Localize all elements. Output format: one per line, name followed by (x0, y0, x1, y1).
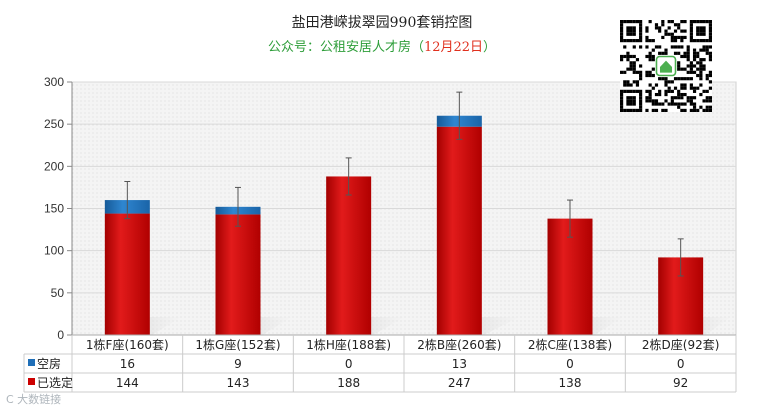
y-tick-label: 150 (44, 202, 64, 216)
subtitle-date: 12月22日 (423, 40, 484, 55)
data-label: 13 (452, 357, 467, 371)
y-tick-label: 100 (44, 244, 64, 258)
y-tick-label: 0 (57, 328, 64, 342)
data-label: 16 (120, 357, 135, 371)
y-tick-label: 200 (44, 159, 64, 173)
data-label: 0 (677, 357, 685, 371)
y-tick-label: 300 (44, 75, 64, 89)
bar-selected (104, 213, 150, 335)
legend-label: 空房 (37, 356, 61, 371)
x-tick-label: 1栋G座(152套) (195, 337, 280, 352)
x-tick-label: 2栋D座(92套) (642, 337, 720, 352)
data-label: 143 (227, 376, 250, 390)
data-label: 144 (116, 376, 139, 390)
data-label: 0 (345, 357, 353, 371)
legend-label: 已选定 (37, 375, 73, 390)
bar-selected (436, 126, 482, 336)
chart-title: 盐田港嵘拔翠园990套销控图 (291, 15, 473, 31)
bar-selected (547, 218, 593, 335)
data-label: 138 (559, 376, 582, 390)
data-table: 1栋F座(160套) 1栋G座(152套) 1栋H座(188套) 2栋B座(260套)… (23, 334, 737, 393)
legend-swatch (28, 359, 35, 366)
data-label: 247 (448, 376, 471, 390)
plot-area: 0 50 100 150 200 250 300 (44, 75, 737, 342)
data-label: 0 (566, 357, 574, 371)
x-tick-label: 2栋B座(260套) (417, 337, 501, 352)
x-tick-label: 1栋H座(188套) (306, 337, 391, 352)
watermark: C 大数链接 (6, 393, 62, 406)
qr-code-icon (620, 20, 712, 112)
x-tick-label: 1栋F座(160套) (86, 337, 169, 352)
data-label: 9 (234, 357, 242, 371)
data-label: 188 (337, 376, 360, 390)
x-tick-label: 2栋C座(138套) (528, 337, 612, 352)
subtitle-close: ） (483, 40, 497, 55)
data-label: 92 (673, 376, 688, 390)
bar-selected (326, 176, 372, 335)
bar-selected (215, 214, 261, 335)
chart-subtitle: 公众号：公租安居人才房（12月22日） (0, 36, 764, 55)
legend-swatch (28, 378, 35, 385)
y-tick-label: 50 (51, 286, 65, 300)
y-tick-label: 250 (44, 117, 64, 131)
subtitle-account: 公众号：公租安居人才房（ (267, 40, 424, 55)
